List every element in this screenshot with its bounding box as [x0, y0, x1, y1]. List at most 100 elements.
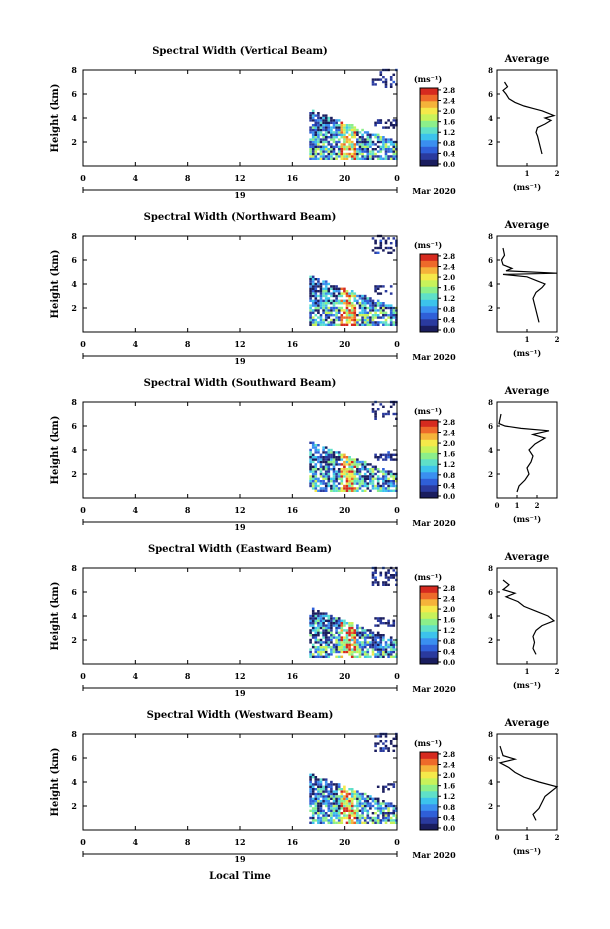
heatmap-cell	[382, 583, 385, 586]
heatmap-cell	[395, 648, 398, 651]
heatmap-cell	[387, 148, 390, 151]
heatmap-cell	[319, 648, 323, 651]
heatmap-cell	[322, 489, 325, 492]
heatmap-cell	[314, 472, 318, 476]
heatmap-cell	[366, 470, 370, 473]
heatmap-cell	[309, 809, 312, 812]
heatmap-cell	[392, 412, 396, 416]
heatmap-cell	[335, 133, 338, 136]
heatmap-cell	[332, 121, 336, 124]
heatmap-cell	[358, 314, 362, 317]
heatmap-cell	[387, 569, 390, 572]
heatmap-cell	[335, 809, 338, 812]
heatmap-cell	[358, 631, 362, 634]
heatmap-cell	[387, 451, 390, 454]
heatmap-cell	[361, 304, 364, 307]
heatmap-cell	[335, 792, 338, 796]
heatmap-cell	[361, 311, 364, 314]
heatmap-cell	[317, 785, 320, 788]
heatmap-cell	[382, 405, 385, 408]
heatmap-cell	[345, 299, 349, 302]
heatmap-cell	[314, 617, 318, 620]
heatmap-cell	[356, 819, 359, 822]
heatmap-cell	[327, 453, 331, 456]
average-title: Average	[504, 718, 550, 729]
heatmap-cell	[366, 299, 370, 302]
heatmap-cell	[361, 792, 364, 796]
heatmap-cell	[389, 458, 393, 461]
heatmap-cell	[314, 792, 318, 796]
heatmap-cell	[371, 155, 375, 158]
heatmap-cell	[353, 126, 357, 129]
colorbar-tick-label: 2.8	[443, 252, 455, 261]
heatmap-cell	[384, 242, 388, 245]
heatmap-cell	[395, 311, 398, 314]
heatmap-cell	[335, 655, 338, 658]
heatmap-cell	[309, 648, 312, 651]
heatmap-cell	[322, 318, 325, 322]
heatmap-cell	[382, 80, 385, 84]
colorbar-segment	[420, 426, 438, 434]
heatmap-cell	[374, 571, 377, 574]
heatmap-cell	[327, 456, 331, 459]
heatmap-cell	[319, 631, 323, 634]
heatmap-cell	[322, 778, 325, 781]
heatmap-cell	[324, 487, 328, 490]
heatmap-cell	[384, 785, 388, 788]
colorbar-tick-label: 1.6	[443, 782, 455, 791]
height-tick-label: 2	[71, 469, 77, 479]
heatmap-cell	[340, 323, 344, 326]
heatmap-cell	[387, 251, 390, 254]
heatmap-cell	[379, 403, 383, 406]
heatmap-cell	[387, 638, 390, 642]
heatmap-cell	[322, 650, 325, 654]
heatmap-cell	[389, 292, 393, 295]
heatmap-cell	[392, 484, 396, 488]
time-tick-label: 20	[339, 505, 351, 515]
heatmap-cell	[369, 138, 372, 141]
heatmap-cell	[345, 470, 349, 473]
heatmap-cell	[363, 472, 367, 476]
heatmap-cell	[395, 477, 398, 480]
heatmap-cell	[337, 463, 341, 466]
heatmap-cell	[350, 306, 354, 310]
heatmap-cell	[371, 468, 375, 471]
heatmap-cell	[392, 624, 396, 627]
heatmap-cell	[309, 292, 312, 295]
time-tick-label: 0	[80, 505, 86, 515]
heatmap-cell	[345, 636, 349, 639]
heatmap-cell	[363, 299, 367, 302]
heatmap-cell	[379, 646, 383, 649]
heatmap-cell	[337, 128, 341, 132]
heatmap-cell	[395, 155, 398, 158]
heatmap-cell	[324, 624, 328, 627]
heatmap-cell	[335, 624, 338, 627]
heatmap-cell	[324, 282, 328, 286]
heatmap-cell	[319, 612, 323, 615]
heatmap-cell	[345, 795, 349, 798]
heatmap-cells	[309, 68, 398, 160]
heatmap-cell	[332, 290, 336, 293]
heatmap-cell	[317, 128, 320, 132]
heatmap-cell	[314, 484, 318, 488]
heatmap-cell	[371, 812, 375, 815]
heatmap-cell	[340, 124, 344, 127]
heatmap-cell	[314, 465, 318, 468]
heatmap-cell	[387, 653, 390, 656]
heatmap-cell	[389, 150, 393, 153]
heatmap-cell	[324, 484, 328, 488]
heatmap-cell	[314, 482, 318, 485]
heatmap-cell	[345, 816, 349, 820]
heatmap-cell	[332, 650, 336, 654]
heatmap-cell	[350, 316, 354, 319]
heatmap-cell	[309, 795, 312, 798]
colorbar-segment	[420, 312, 438, 320]
heatmap-cell	[319, 299, 323, 302]
heatmap-cell	[348, 465, 351, 468]
heatmap-cell	[374, 634, 377, 637]
heatmap-cell	[374, 287, 377, 290]
heatmap-cell	[343, 152, 346, 156]
heatmap-cell	[361, 302, 364, 305]
heatmap-cell	[340, 292, 344, 295]
heatmap-cell	[311, 816, 315, 820]
